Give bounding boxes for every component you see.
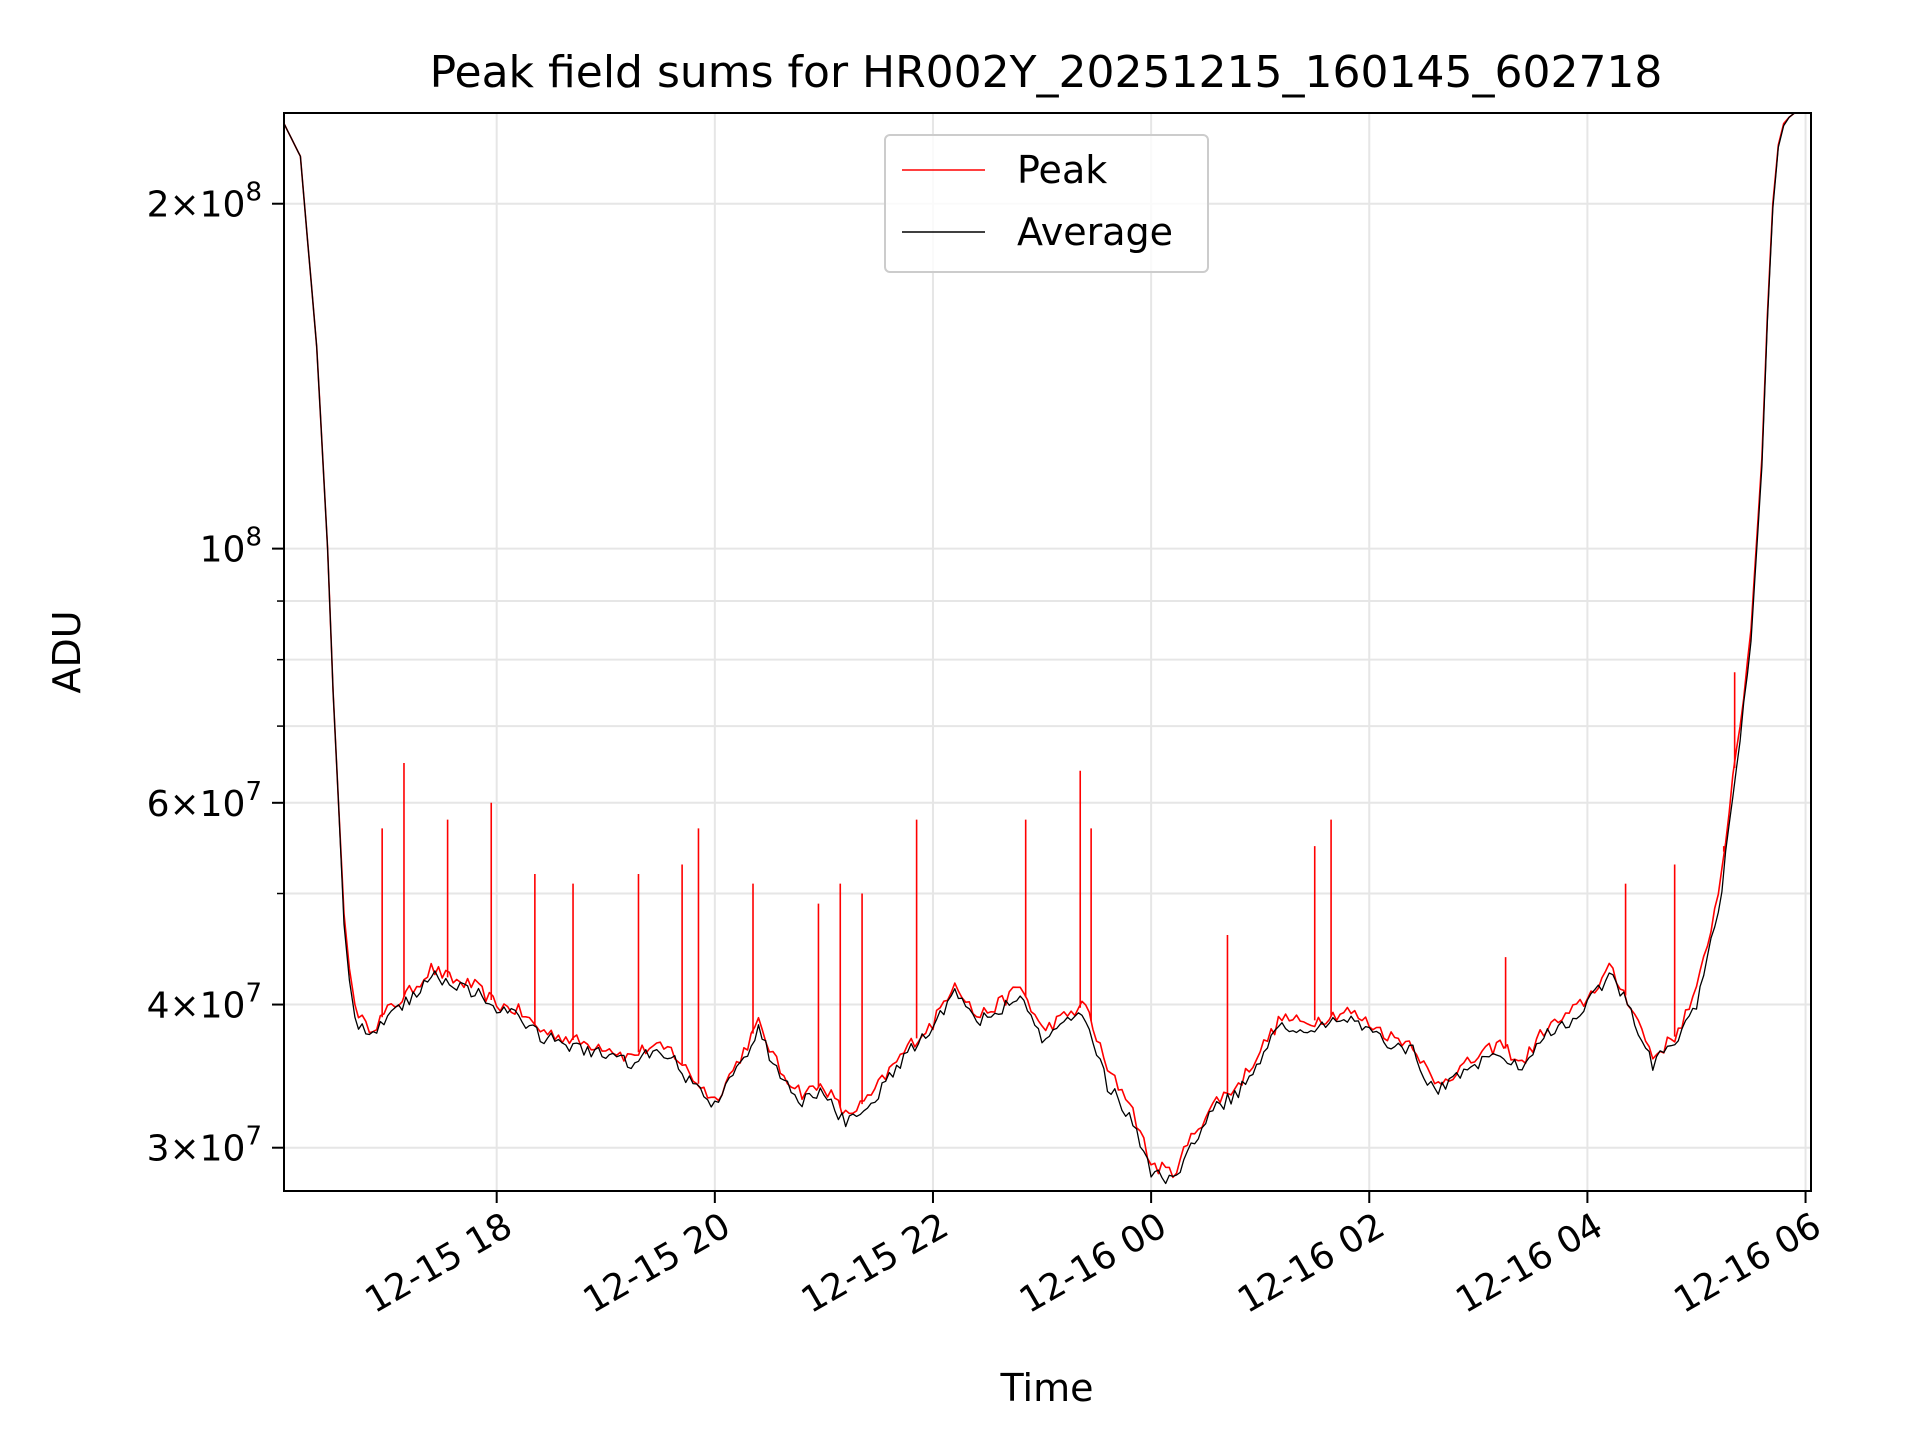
y-axis: 3×107 4×107 6×107 108 2×108 (147, 178, 284, 1170)
y-tick-label: 4×107 (147, 979, 262, 1027)
x-axis-label: Time (1000, 1366, 1094, 1410)
y-tick-label: 3×107 (147, 1122, 262, 1170)
y-tick-label: 2×108 (147, 178, 262, 226)
series-group (283, 112, 1811, 1185)
plot-frame (283, 112, 1812, 1192)
grid (284, 113, 1811, 1191)
legend-average-label: Average (1017, 210, 1173, 254)
y-axis-label: ADU (45, 610, 89, 693)
peak-series-line (283, 112, 1811, 1179)
average-series-line (283, 112, 1811, 1185)
legend: Peak Average (884, 134, 1209, 273)
y-tick-label: 6×107 (147, 777, 262, 825)
chart-title: Peak field sums for HR002Y_20251215_1601… (430, 47, 1663, 98)
y-tick-label: 108 (200, 523, 262, 571)
legend-peak-label: Peak (1017, 148, 1107, 192)
